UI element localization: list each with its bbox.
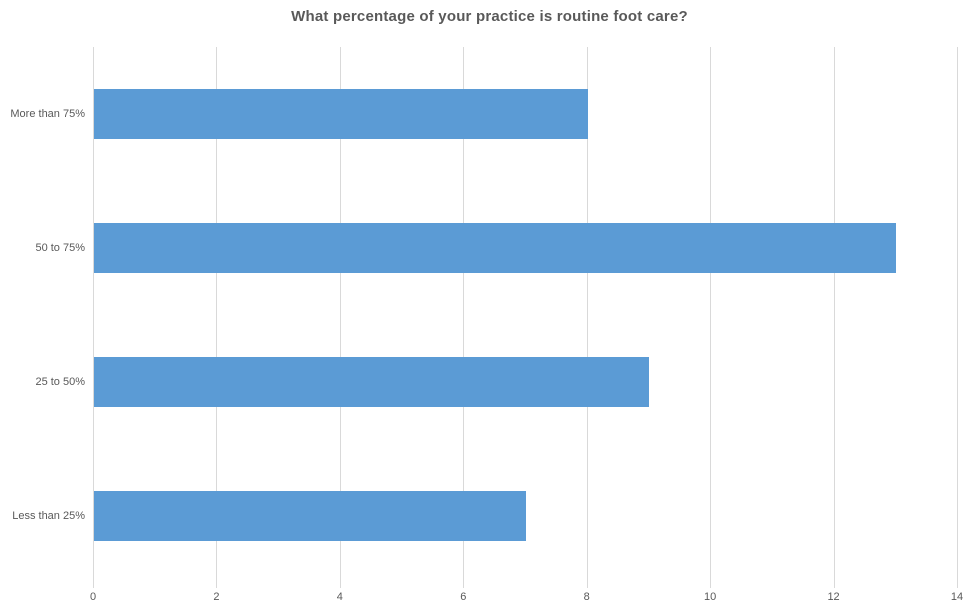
value-axis-tick-label: 10 bbox=[704, 591, 717, 603]
value-axis-tick-label: 4 bbox=[336, 591, 343, 603]
tick-mark bbox=[710, 583, 712, 588]
gridline bbox=[463, 47, 465, 583]
value-axis-tick-label: 2 bbox=[213, 591, 220, 603]
gridline bbox=[216, 47, 218, 583]
tick-mark bbox=[93, 583, 94, 588]
tick-mark bbox=[833, 583, 835, 588]
gridline bbox=[833, 47, 835, 583]
bar-50-to-75 bbox=[94, 223, 897, 273]
gridline bbox=[957, 47, 958, 583]
bar-more-than-75 bbox=[94, 89, 588, 139]
value-axis-tick-label: 8 bbox=[583, 591, 590, 603]
bar-less-than-25 bbox=[94, 491, 526, 541]
tick-mark bbox=[463, 583, 465, 588]
value-axis-tick-label: 14 bbox=[950, 591, 964, 603]
category-axis-label: More than 75% bbox=[10, 108, 85, 120]
value-axis-tick-label: 0 bbox=[89, 591, 97, 603]
gridline bbox=[710, 47, 712, 583]
value-axis-tick-label: 6 bbox=[460, 591, 467, 603]
category-axis-label: 25 to 50% bbox=[35, 376, 85, 388]
gridline bbox=[586, 47, 588, 583]
tick-mark bbox=[339, 583, 341, 588]
value-axis-tick-label: 12 bbox=[827, 591, 840, 603]
plot-area bbox=[93, 47, 958, 583]
chart-title: What percentage of your practice is rout… bbox=[291, 8, 688, 25]
gridline bbox=[339, 47, 341, 583]
tick-mark bbox=[216, 583, 218, 588]
bar-25-to-50 bbox=[94, 357, 650, 407]
category-axis-label: Less than 25% bbox=[12, 510, 85, 522]
category-axis-line bbox=[93, 47, 94, 583]
tick-mark bbox=[957, 583, 958, 588]
tick-mark bbox=[586, 583, 588, 588]
category-axis-label: 50 to 75% bbox=[35, 242, 85, 254]
